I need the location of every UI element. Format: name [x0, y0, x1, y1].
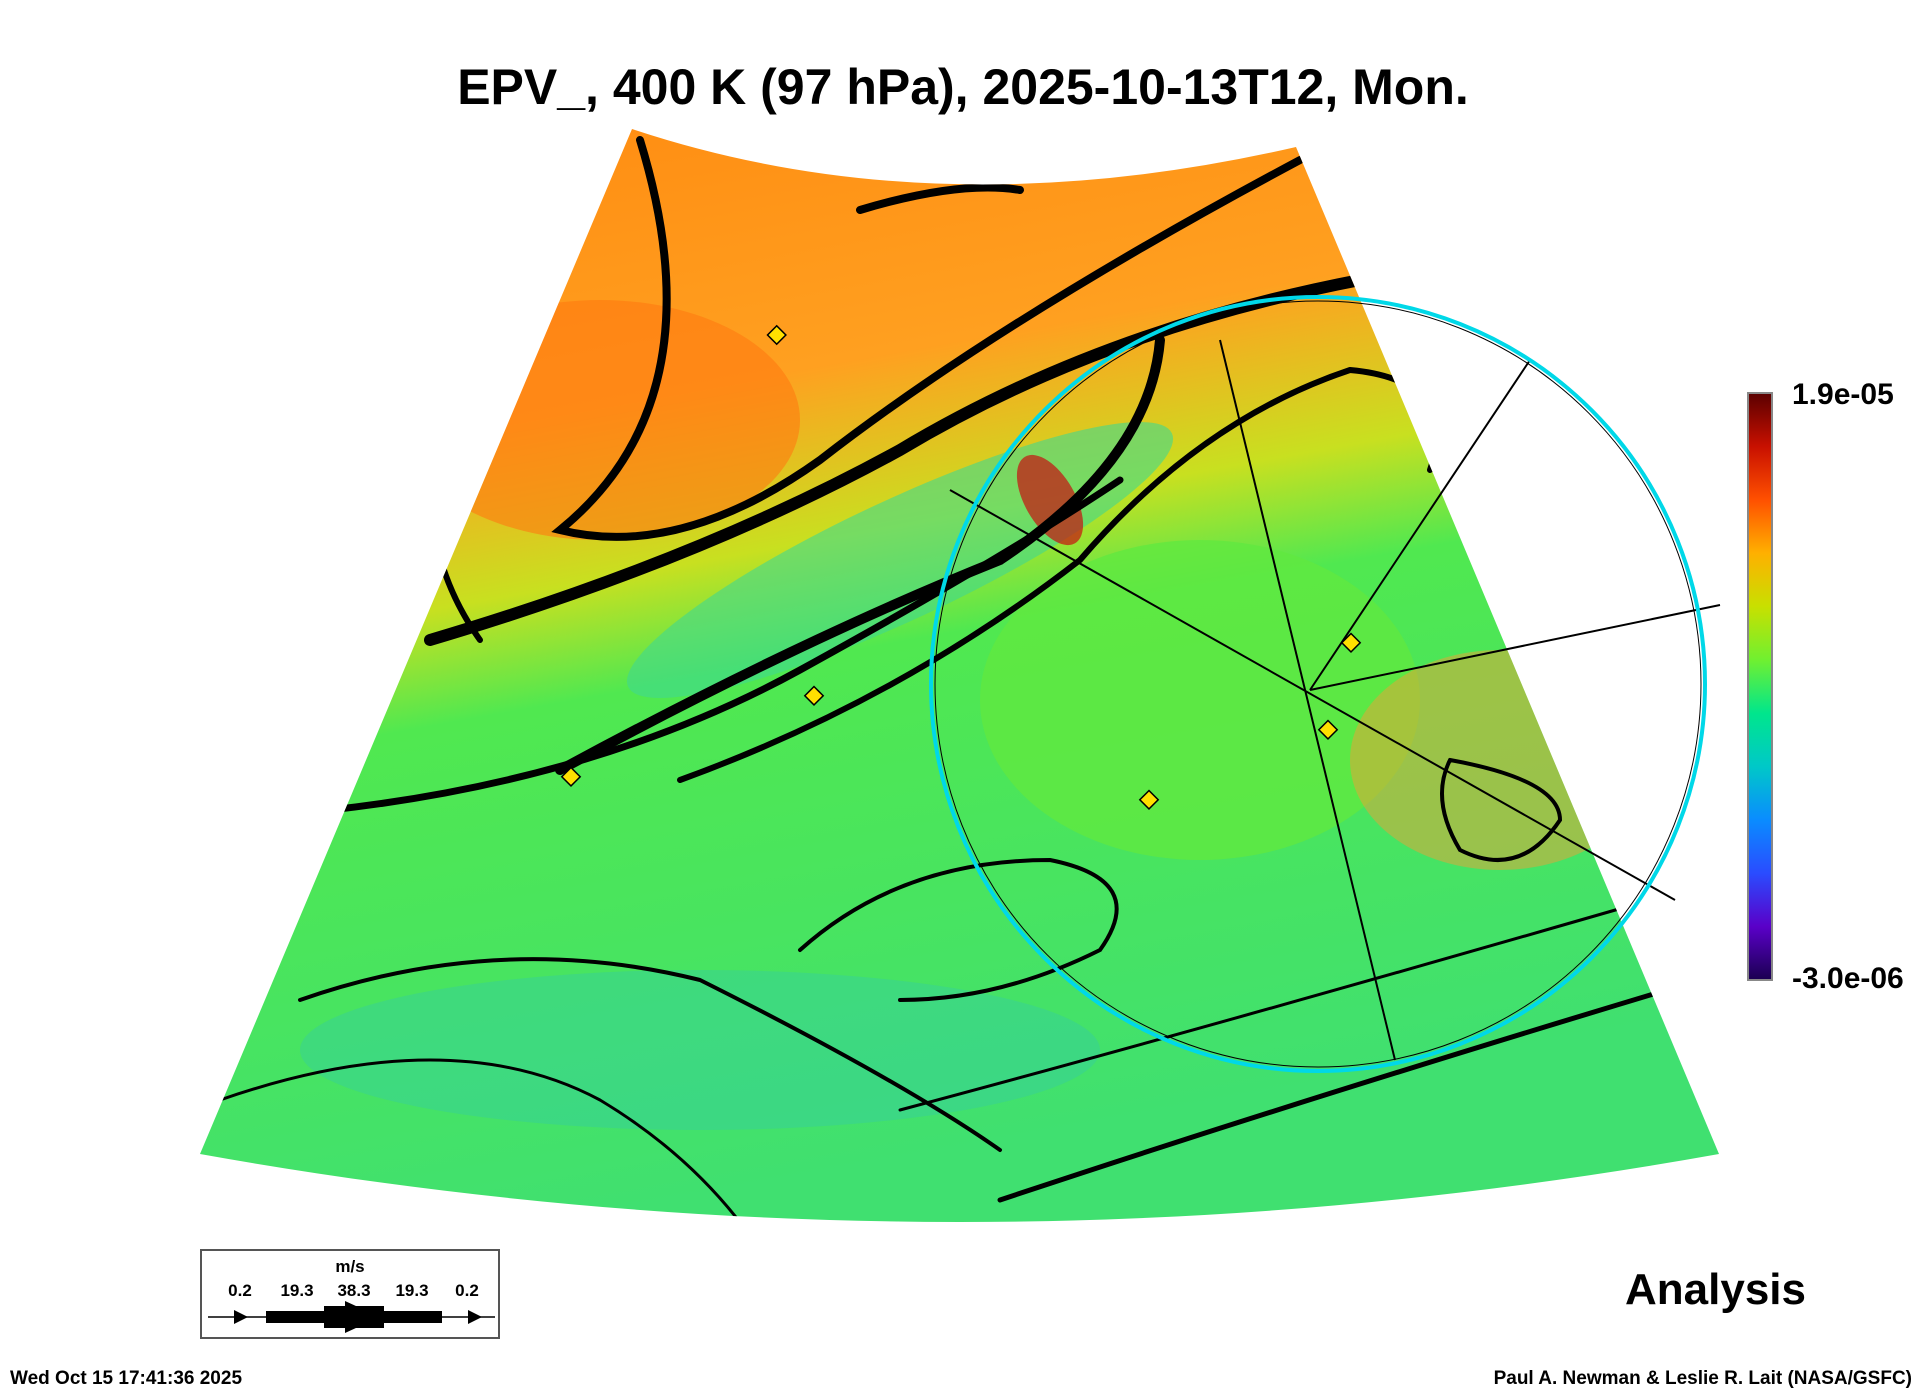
analysis-label: Analysis: [1625, 1265, 1806, 1314]
colorbar: [1747, 392, 1773, 981]
footer-credit: Paul A. Newman & Leslie R. Lait (NASA/GS…: [1493, 1368, 1912, 1389]
wind-legend-value: 19.3: [280, 1281, 314, 1300]
cross-section-lines: [949, 339, 1721, 1061]
colorbar-max-label: 1.9e-05: [1792, 378, 1894, 411]
wind-legend-unit: m/s: [335, 1257, 365, 1276]
station-markers: [560, 324, 1362, 810]
wind-legend-value: 19.3: [395, 1281, 429, 1300]
colorbar-min-label: -3.0e-06: [1792, 962, 1904, 995]
wind-legend-value: 0.2: [228, 1281, 252, 1300]
wind-legend: m/s 0.2 19.3 38.3 19.3 0.2: [200, 1249, 500, 1339]
wind-legend-value: 0.2: [455, 1281, 479, 1300]
wind-legend-arrow: [208, 1301, 495, 1333]
chart-title: EPV_, 400 K (97 hPa), 2025-10-13T12, Mon…: [457, 59, 1469, 115]
footer-timestamp: Wed Oct 15 17:41:36 2025: [10, 1368, 243, 1389]
cyan-range-circle: [929, 295, 1707, 1073]
wind-legend-value: 38.3: [337, 1281, 371, 1300]
